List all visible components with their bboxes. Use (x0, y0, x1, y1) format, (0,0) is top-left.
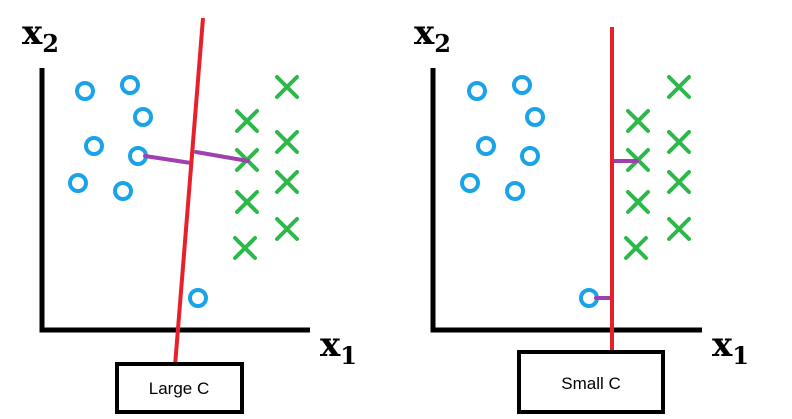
left-caption-box (115, 362, 244, 414)
right-y-axis-label: x2 (414, 13, 451, 58)
left-caption: Large C (149, 379, 209, 398)
circle-point (75, 81, 95, 101)
left-y-axis-subscript: 2 (42, 29, 59, 58)
circle-point (68, 173, 88, 193)
left-panel: x2 x1 (22, 13, 357, 414)
cross-point (626, 190, 650, 214)
circle-point (520, 146, 540, 166)
right-caption: Small C (561, 374, 621, 393)
right-crosses (624, 75, 691, 260)
left-y-axis-label: x2 (22, 13, 59, 58)
circle-point (525, 107, 545, 127)
right-circles (460, 75, 599, 308)
circle-point (505, 181, 525, 201)
cross-point (235, 109, 259, 133)
left-x-axis-label: x1 (320, 325, 357, 370)
cross-point (275, 75, 299, 99)
right-panel: x2 x1 (414, 13, 749, 414)
circle-point (120, 75, 140, 95)
circle-point (460, 173, 480, 193)
cross-point (624, 236, 648, 260)
circle-point (467, 81, 487, 101)
cross-point (667, 217, 691, 241)
circle-point (512, 75, 532, 95)
cross-point (275, 170, 299, 194)
circle-point (113, 181, 133, 201)
circle-point (84, 136, 104, 156)
right-y-axis-subscript: 2 (434, 29, 451, 58)
right-caption-box (517, 350, 665, 414)
left-axes (39, 68, 310, 333)
left-circles (68, 75, 208, 308)
left-margin-lines (143, 150, 250, 165)
margin-line (194, 150, 250, 163)
left-x-axis-subscript: 1 (340, 341, 357, 370)
cross-point (626, 109, 650, 133)
right-axes (430, 68, 702, 333)
margin-line (143, 154, 193, 165)
cross-point (275, 217, 299, 241)
right-x-axis-subscript: 1 (732, 341, 749, 370)
cross-point (667, 130, 691, 154)
left-crosses (233, 75, 299, 260)
circle-point (133, 107, 153, 127)
cross-point (275, 130, 299, 154)
left-decision-boundary (173, 17, 205, 367)
right-margin-lines (594, 159, 639, 300)
right-x-axis-label: x1 (712, 325, 749, 370)
cross-point (667, 170, 691, 194)
circle-point (476, 136, 496, 156)
cross-point (233, 236, 257, 260)
cross-point (667, 75, 691, 99)
circle-point (188, 288, 208, 308)
cross-point (235, 190, 259, 214)
